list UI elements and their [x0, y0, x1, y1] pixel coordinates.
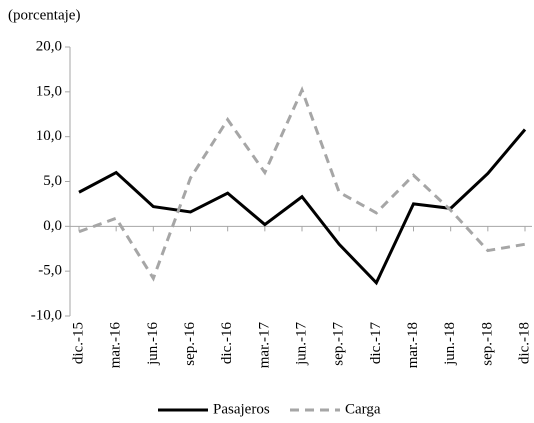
x-tick-label: sep.-18	[479, 322, 495, 366]
x-tick-label: dic.-18	[516, 322, 532, 364]
x-tick-label: mar.-16	[108, 322, 124, 369]
y-tick-label: -10,0	[31, 307, 62, 323]
legend-label: Carga	[345, 401, 381, 417]
line-series	[78, 86, 526, 282]
x-tick-label: mar.-17	[256, 322, 272, 369]
x-tick-label: sep.-17	[331, 322, 347, 366]
x-tick-label: mar.-18	[405, 322, 421, 368]
y-tick-label: -5,0	[38, 263, 62, 279]
line-series	[78, 128, 527, 286]
y-axis-label: (porcentaje)	[8, 7, 80, 23]
x-tick-label: sep.-16	[182, 322, 198, 366]
y-tick-label: 5,0	[43, 173, 62, 189]
x-tick-label: dic.-15	[70, 322, 86, 364]
x-tick-label: jun.-16	[145, 322, 161, 366]
y-tick-label: 20,0	[36, 38, 62, 54]
y-tick-label: 0,0	[43, 218, 62, 234]
x-tick-label: dic.-16	[219, 322, 235, 365]
x-tick-label: jun.-18	[442, 322, 458, 366]
y-tick-label: 15,0	[36, 83, 62, 99]
x-tick-label: dic.-17	[368, 322, 384, 365]
legend-label: Pasajeros	[213, 401, 270, 417]
y-tick-label: 10,0	[36, 128, 62, 144]
x-tick-label: jun.-17	[293, 322, 309, 366]
